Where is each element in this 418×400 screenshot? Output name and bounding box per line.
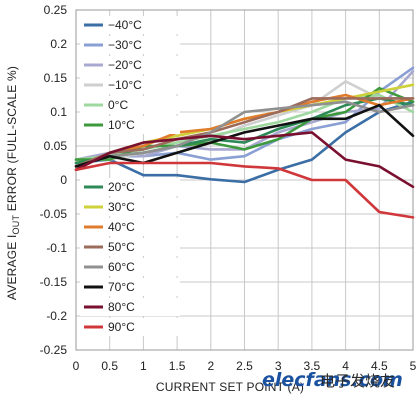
y-tick-label: -0.25: [40, 343, 68, 357]
legend-entry-bg: [80, 96, 180, 114]
legend-label: 40°C: [108, 220, 135, 234]
legend-entry-bg: [80, 278, 180, 296]
x-tick-label: 2: [207, 359, 214, 373]
legend-label: 30°C: [108, 200, 135, 214]
legend-label: 60°C: [108, 260, 135, 274]
legend-label: 80°C: [108, 300, 135, 314]
x-tick-label: 4.5: [371, 359, 388, 373]
y-tick-label: -0.15: [40, 275, 68, 289]
series-line-9: [74, 97, 415, 168]
y-tick-label: 0.2: [50, 37, 67, 51]
legend-label: 20°C: [108, 180, 135, 194]
legend-entry-bg: [80, 76, 180, 94]
y-tick-label: 0.05: [44, 139, 68, 153]
legend-entry-bg: [80, 258, 180, 276]
watermark: elecfans.com 电子发烧友: [262, 369, 403, 391]
x-tick-label: 0: [73, 359, 80, 373]
series-line-0: [74, 100, 415, 184]
y-tick-label: -0.1: [46, 241, 67, 255]
series-line-11: [74, 103, 415, 168]
legend-entry-bg: [80, 298, 180, 316]
y-axis-label: AVERAGE IOUT ERROR (FULL-SCALE %): [5, 66, 21, 300]
legend-entry-bg: [80, 36, 180, 54]
legend-entry-bg: [80, 318, 180, 336]
watermark-latin: elecfans.com: [262, 369, 403, 391]
legend-label: −20°C: [108, 58, 142, 72]
x-tick-label: 4: [342, 359, 349, 373]
x-tick-label: 3.5: [304, 359, 321, 373]
x-tick-label: 1.5: [169, 359, 186, 373]
x-tick-label: 0.5: [101, 359, 118, 373]
legend-entry-bg: [80, 178, 180, 196]
y-tick-label: -0.2: [46, 309, 67, 323]
legend-label: −30°C: [108, 38, 142, 52]
legend-entry-bg: [80, 16, 180, 34]
legend-label: 50°C: [108, 240, 135, 254]
legend-entry-bg: [80, 238, 180, 256]
y-tick-label: 0.15: [44, 71, 68, 85]
y-tick-label: 0: [60, 173, 67, 187]
legend-entry-bg: [80, 116, 180, 134]
watermark-cjk: 电子发烧友: [320, 372, 395, 390]
legend-label: 70°C: [108, 280, 135, 294]
series-line-10: [74, 100, 415, 168]
legend-label: 10°C: [108, 118, 135, 132]
y-tick-label: 0.25: [44, 3, 68, 17]
legend-label: 90°C: [108, 320, 135, 334]
y-tick-label: -0.05: [40, 207, 68, 221]
series-lines: [74, 66, 415, 219]
y-tick-label: 0.1: [50, 105, 67, 119]
legend-entry-bg: [80, 218, 180, 236]
x-axis-label: CURRENT SET POINT (A): [156, 380, 304, 394]
legend: −40°C −30°C −20°C −10°C 0°C 10°C 20°C 30°C 40°C 5…: [80, 16, 180, 336]
legend-label: −10°C: [108, 78, 142, 92]
x-tick-label: 1: [140, 359, 147, 373]
legend-entry-bg: [80, 56, 180, 74]
legend-label: −40°C: [108, 18, 142, 32]
series-line-13: [74, 161, 415, 219]
legend-label: 0°C: [108, 98, 128, 112]
x-tick-label: 5: [410, 359, 417, 373]
tick-labels: 0 0.5 1 1.5 2 2.5 3 3.5 4 4.5 5 0.25 0.2 0.15 0.1 0.05 0…: [40, 3, 417, 373]
plot-frame: [75, 9, 414, 351]
x-tick-label: 3: [275, 359, 282, 373]
series-line-12: [74, 131, 415, 189]
legend-entry-bg: [80, 198, 180, 216]
x-tick-label: 2.5: [236, 359, 253, 373]
